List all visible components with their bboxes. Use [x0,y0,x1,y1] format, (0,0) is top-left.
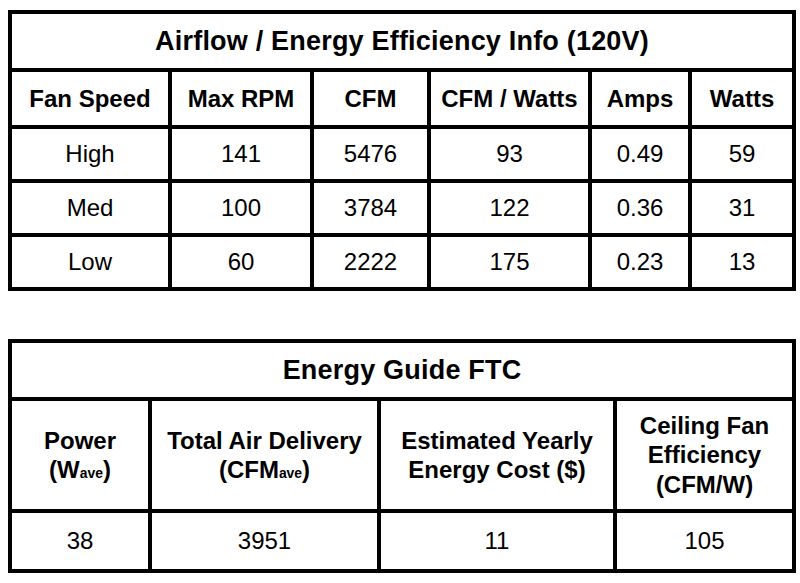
col-header-max-rpm: Max RPM [170,70,312,127]
cell-cfm-per-watts: 175 [429,235,590,289]
cell-cfm-per-watts: 93 [429,127,590,181]
cell-amps: 0.36 [590,181,690,235]
col-header-power: Power (Wave) [10,399,150,511]
cell-watts: 31 [690,181,794,235]
cell-max-rpm: 100 [170,181,312,235]
cell-power-wave: 38 [10,511,150,571]
header-line: Energy Cost ($) [383,455,611,484]
energy-guide-header-row: Power (Wave) Total Air Delivery (CFMave)… [10,399,794,511]
cell-total-air-delivery: 3951 [150,511,379,571]
col-header-amps: Amps [590,70,690,127]
cell-cfm-per-watts: 122 [429,181,590,235]
col-header-cfm: CFM [312,70,429,127]
airflow-row-low: Low 60 2222 175 0.23 13 [10,235,794,289]
energy-guide-title-row: Energy Guide FTC [10,341,794,399]
cell-speed-label: Med [10,181,170,235]
table-gap [8,291,792,339]
cell-ceiling-fan-efficiency: 105 [615,511,794,571]
cell-cfm: 3784 [312,181,429,235]
airflow-efficiency-table: Airflow / Energy Efficiency Info (120V) … [8,10,796,291]
cell-amps: 0.23 [590,235,690,289]
col-header-estimated-yearly-energy-cost: Estimated Yearly Energy Cost ($) [379,399,615,511]
airflow-table-title: Airflow / Energy Efficiency Info (120V) [10,12,794,70]
cell-speed-label: Low [10,235,170,289]
cell-speed-label: High [10,127,170,181]
header-line: Total Air Delivery [154,426,375,455]
cell-cfm: 5476 [312,127,429,181]
col-header-fan-speed: Fan Speed [10,70,170,127]
header-line: (Wave) [14,455,146,484]
cell-watts: 13 [690,235,794,289]
cell-max-rpm: 60 [170,235,312,289]
header-line: (CFMave) [154,455,375,484]
airflow-title-row: Airflow / Energy Efficiency Info (120V) [10,12,794,70]
cell-amps: 0.49 [590,127,690,181]
energy-guide-table-title: Energy Guide FTC [10,341,794,399]
cell-estimated-yearly-energy-cost: 11 [379,511,615,571]
subscript-ave: ave [80,465,103,481]
header-line: Ceiling Fan [619,411,790,440]
header-line: Efficiency [619,440,790,469]
header-line: (CFM/W) [619,470,790,499]
subscript-ave: ave [279,465,302,481]
col-header-total-air-delivery: Total Air Delivery (CFMave) [150,399,379,511]
col-header-ceiling-fan-efficiency: Ceiling Fan Efficiency (CFM/W) [615,399,794,511]
airflow-row-med: Med 100 3784 122 0.36 31 [10,181,794,235]
energy-guide-data-row: 38 3951 11 105 [10,511,794,571]
header-line: Estimated Yearly [383,426,611,455]
fan-spec-sheet: Airflow / Energy Efficiency Info (120V) … [0,0,800,573]
header-line: Power [14,426,146,455]
col-header-cfm-per-watts: CFM / Watts [429,70,590,127]
cell-max-rpm: 141 [170,127,312,181]
airflow-row-high: High 141 5476 93 0.49 59 [10,127,794,181]
cell-cfm: 2222 [312,235,429,289]
energy-guide-table: Energy Guide FTC Power (Wave) Total Air … [8,339,796,573]
airflow-header-row: Fan Speed Max RPM CFM CFM / Watts Amps W… [10,70,794,127]
col-header-watts: Watts [690,70,794,127]
cell-watts: 59 [690,127,794,181]
